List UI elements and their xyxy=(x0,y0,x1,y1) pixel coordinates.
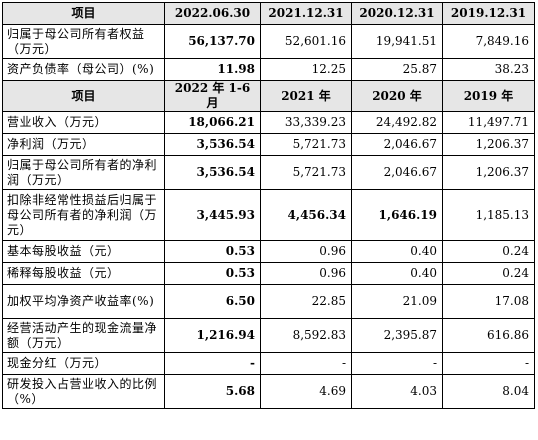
cell-value: 0.24 xyxy=(442,240,535,263)
cell-value: 33,339.23 xyxy=(260,111,352,134)
cell-value: 1,206.37 xyxy=(442,155,535,190)
header-2019: 2019 年 xyxy=(442,80,535,112)
table-row: 扣除非经常性损益后归属于母公司所有者的净利润（万元） 3,445.93 4,45… xyxy=(2,189,535,241)
cell-value: 21.09 xyxy=(351,284,443,319)
financial-table: 项目 2022.06.30 2021.12.31 2020.12.31 2019… xyxy=(2,2,535,409)
cell-value: 24,492.82 xyxy=(351,111,443,134)
cell-value: 0.24 xyxy=(442,262,535,285)
table-row: 营业收入（万元） 18,066.21 33,339.23 24,492.82 1… xyxy=(2,111,535,134)
header-2022-h1: 2022 年 1-6 月 xyxy=(164,80,261,112)
header-2020-12-31: 2020.12.31 xyxy=(351,2,443,25)
cell-value: 52,601.16 xyxy=(260,24,352,59)
cell-value: 7,849.16 xyxy=(442,24,535,59)
cell-value: - xyxy=(351,352,443,375)
table-row: 基本每股收益（元） 0.53 0.96 0.40 0.24 xyxy=(2,240,535,263)
cell-value: - xyxy=(442,352,535,375)
cell-value: 8,592.83 xyxy=(260,318,352,353)
table-row: 研发投入占营业收入的比例（%） 5.68 4.69 4.03 8.04 xyxy=(2,374,535,409)
cell-value: 18,066.21 xyxy=(164,111,261,134)
cell-value: 6.50 xyxy=(164,284,261,319)
table-row: 加权平均净资产收益率(%) 6.50 22.85 21.09 17.08 xyxy=(2,284,535,319)
table-row: 净利润（万元） 3,536.54 5,721.73 2,046.67 1,206… xyxy=(2,133,535,156)
cell-value: 5.68 xyxy=(164,374,261,409)
header-2021-12-31: 2021.12.31 xyxy=(260,2,352,25)
cell-value: 4.03 xyxy=(351,374,443,409)
cell-value: 38.23 xyxy=(442,58,535,81)
balance-header-row: 项目 2022.06.30 2021.12.31 2020.12.31 2019… xyxy=(2,2,535,25)
row-label: 归属于母公司所有者权益（万元） xyxy=(2,24,165,59)
cell-value: 1,206.37 xyxy=(442,133,535,156)
cell-value: 12.25 xyxy=(260,58,352,81)
row-label: 基本每股收益（元） xyxy=(2,240,165,263)
table-row: 资产负债率（母公司）(%) 11.98 12.25 25.87 38.23 xyxy=(2,58,535,81)
table-row: 经营活动产生的现金流量净额（万元） 1,216.94 8,592.83 2,39… xyxy=(2,318,535,353)
cell-value: 0.96 xyxy=(260,262,352,285)
cell-value: 11.98 xyxy=(164,58,261,81)
header-2020: 2020 年 xyxy=(351,80,443,112)
cell-value: - xyxy=(164,352,261,375)
header-2021: 2021 年 xyxy=(260,80,352,112)
cell-value: 4.69 xyxy=(260,374,352,409)
table-row: 归属于母公司所有者的净利润（万元） 3,536.54 5,721.73 2,04… xyxy=(2,155,535,190)
table-row: 归属于母公司所有者权益（万元） 56,137.70 52,601.16 19,9… xyxy=(2,24,535,59)
row-label: 现金分红（万元） xyxy=(2,352,165,375)
cell-value: 56,137.70 xyxy=(164,24,261,59)
cell-value: 616.86 xyxy=(442,318,535,353)
cell-value: 4,456.34 xyxy=(260,189,352,241)
row-label: 经营活动产生的现金流量净额（万元） xyxy=(2,318,165,353)
cell-value: 0.53 xyxy=(164,262,261,285)
cell-value: 25.87 xyxy=(351,58,443,81)
cell-value: - xyxy=(260,352,352,375)
cell-value: 3,536.54 xyxy=(164,133,261,156)
header-2022-06-30: 2022.06.30 xyxy=(164,2,261,25)
cell-value: 1,646.19 xyxy=(351,189,443,241)
row-label: 营业收入（万元） xyxy=(2,111,165,134)
table-row: 稀释每股收益（元） 0.53 0.96 0.40 0.24 xyxy=(2,262,535,285)
cell-value: 5,721.73 xyxy=(260,133,352,156)
cell-value: 0.40 xyxy=(351,262,443,285)
row-label: 加权平均净资产收益率(%) xyxy=(2,284,165,319)
row-label: 归属于母公司所有者的净利润（万元） xyxy=(2,155,165,190)
cell-value: 8.04 xyxy=(442,374,535,409)
row-label: 扣除非经常性损益后归属于母公司所有者的净利润（万元） xyxy=(2,189,165,241)
cell-value: 22.85 xyxy=(260,284,352,319)
cell-value: 2,395.87 xyxy=(351,318,443,353)
cell-value: 11,497.71 xyxy=(442,111,535,134)
header-2019-12-31: 2019.12.31 xyxy=(442,2,535,25)
cell-value: 0.53 xyxy=(164,240,261,263)
cell-value: 1,216.94 xyxy=(164,318,261,353)
cell-value: 0.96 xyxy=(260,240,352,263)
cell-value: 19,941.51 xyxy=(351,24,443,59)
row-label: 资产负债率（母公司）(%) xyxy=(2,58,165,81)
header-item: 项目 xyxy=(2,2,165,25)
cell-value: 2,046.67 xyxy=(351,133,443,156)
row-label: 研发投入占营业收入的比例（%） xyxy=(2,374,165,409)
row-label: 净利润（万元） xyxy=(2,133,165,156)
cell-value: 3,445.93 xyxy=(164,189,261,241)
cell-value: 17.08 xyxy=(442,284,535,319)
row-label: 稀释每股收益（元） xyxy=(2,262,165,285)
cell-value: 0.40 xyxy=(351,240,443,263)
financial-summary: 项目 2022.06.30 2021.12.31 2020.12.31 2019… xyxy=(2,2,535,409)
cell-value: 2,046.67 xyxy=(351,155,443,190)
cell-value: 1,185.13 xyxy=(442,189,535,241)
cell-value: 5,721.73 xyxy=(260,155,352,190)
header-item: 项目 xyxy=(2,80,165,112)
table-row: 现金分红（万元） - - - - xyxy=(2,352,535,375)
cell-value: 3,536.54 xyxy=(164,155,261,190)
income-header-row: 项目 2022 年 1-6 月 2021 年 2020 年 2019 年 xyxy=(2,80,535,112)
